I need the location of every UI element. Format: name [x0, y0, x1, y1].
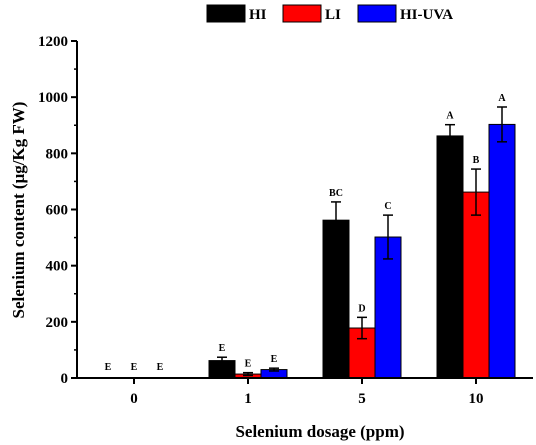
y-tick-label: 1000 — [38, 90, 68, 106]
legend-label: HI-UVA — [400, 7, 453, 23]
significance-label: E — [131, 362, 138, 373]
y-axis-title: Selenium content (μg/Kg FW) — [9, 102, 28, 319]
x-tick-label: 1 — [244, 391, 252, 407]
bar — [462, 191, 490, 379]
bar — [488, 123, 516, 379]
x-tick-label: 5 — [358, 391, 366, 407]
significance-label: C — [384, 201, 391, 212]
significance-label: E — [105, 362, 112, 373]
axes-layer: 0 200 400 600 800 1000 1200 0 1 5 10 — [38, 34, 533, 407]
bar — [322, 219, 350, 379]
y-tick-label: 0 — [61, 371, 69, 387]
y-tick-label: 400 — [46, 259, 69, 275]
significance-label: A — [446, 111, 454, 122]
x-tick-label: 10 — [469, 391, 484, 407]
legend: HI LI HI-UVA — [206, 4, 453, 23]
legend-swatch — [206, 4, 246, 23]
bars-layer: E E E E E E BC D C A B A — [105, 93, 516, 379]
legend-swatch — [282, 4, 322, 23]
y-tick-label: 800 — [46, 146, 69, 162]
significance-label: E — [219, 343, 226, 354]
significance-label: B — [473, 155, 480, 166]
y-tick-label: 200 — [46, 315, 69, 331]
legend-label: HI — [249, 7, 267, 23]
y-tick-label: 600 — [46, 203, 69, 219]
significance-label: E — [157, 362, 164, 373]
significance-label: E — [245, 359, 252, 370]
significance-label: E — [271, 354, 278, 365]
y-tick-label: 1200 — [38, 34, 68, 50]
x-axis-title: Selenium dosage (ppm) — [235, 422, 404, 441]
x-tick-label: 0 — [130, 391, 138, 407]
significance-label: D — [358, 303, 365, 314]
legend-label: LI — [325, 7, 341, 23]
significance-label: BC — [329, 188, 343, 199]
bar — [436, 135, 464, 379]
bar — [374, 236, 402, 379]
legend-swatch — [357, 4, 397, 23]
significance-label: A — [498, 93, 506, 104]
